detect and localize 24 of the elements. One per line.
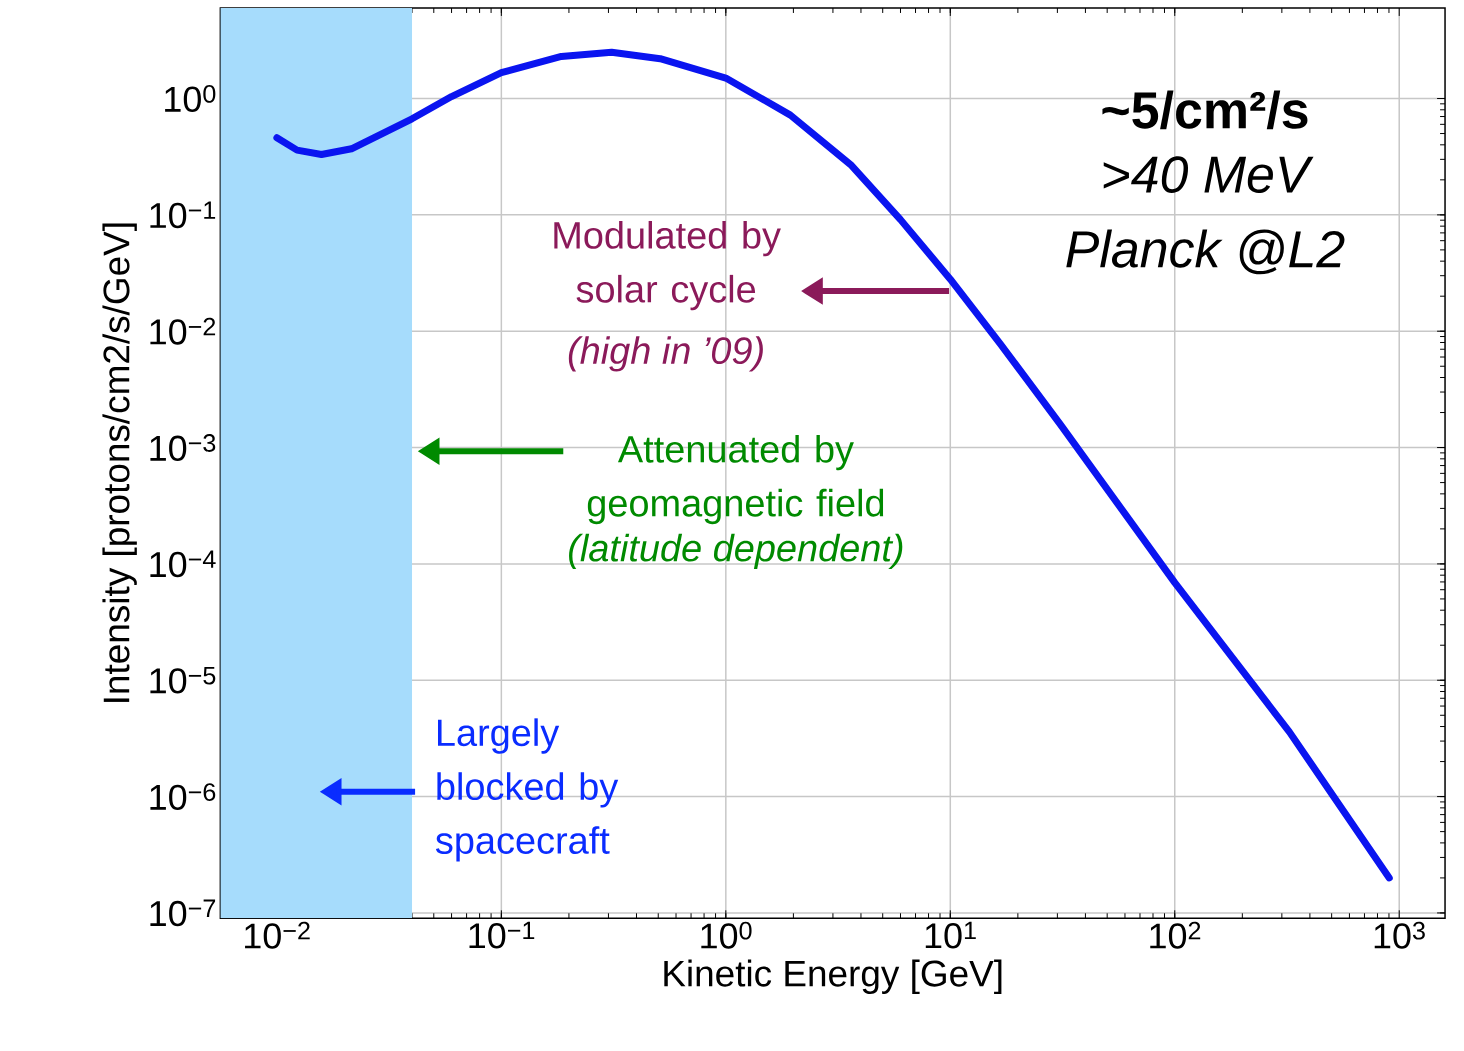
annotation: (high in ’09): [568, 336, 763, 372]
x-tick-label: 10$^{1}$: [925, 921, 976, 949]
x-tick-label: 10$^{−1}$: [469, 921, 535, 949]
annotation: Planck @L2: [1066, 229, 1345, 275]
x-tick-label: 10$^{0}$: [701, 921, 752, 949]
y-axis-title: Intensity [protons/cm2/s/GeV]: [102, 223, 137, 702]
y-tick-label: 10$^{−6}$: [150, 783, 216, 811]
y-tick-label: 10$^{−1}$: [150, 201, 216, 229]
y-tick-label: 10$^{0}$: [165, 85, 216, 112]
y-tick-label: 10$^{−7}$: [150, 899, 216, 927]
y-tick-label: 10$^{−2}$: [150, 317, 216, 345]
annotation: >40 MeV: [1103, 156, 1314, 193]
y-tick-label: 10$^{−4}$: [150, 550, 216, 578]
y-tick-label: 10$^{−5}$: [150, 666, 216, 694]
x-axis-title: Kinetic Energy [GeV]: [664, 959, 1002, 994]
x-tick-label: 10$^{−2}$: [245, 921, 310, 949]
y-tick-label: 10$^{−3}$: [150, 434, 216, 462]
annotation: Largely blocked by spacecraft: [435, 718, 619, 862]
annotation: Modulated by solar cycle: [554, 220, 781, 311]
x-tick-label: 10$^{3}$: [1374, 921, 1425, 949]
annotation: (latitude dependent): [569, 533, 903, 570]
annotation: ~5/cm²/s: [1102, 90, 1308, 130]
x-tick-label: 10$^{2}$: [1150, 921, 1201, 949]
annotation: Attenuated by geomagnetic field: [587, 434, 884, 525]
